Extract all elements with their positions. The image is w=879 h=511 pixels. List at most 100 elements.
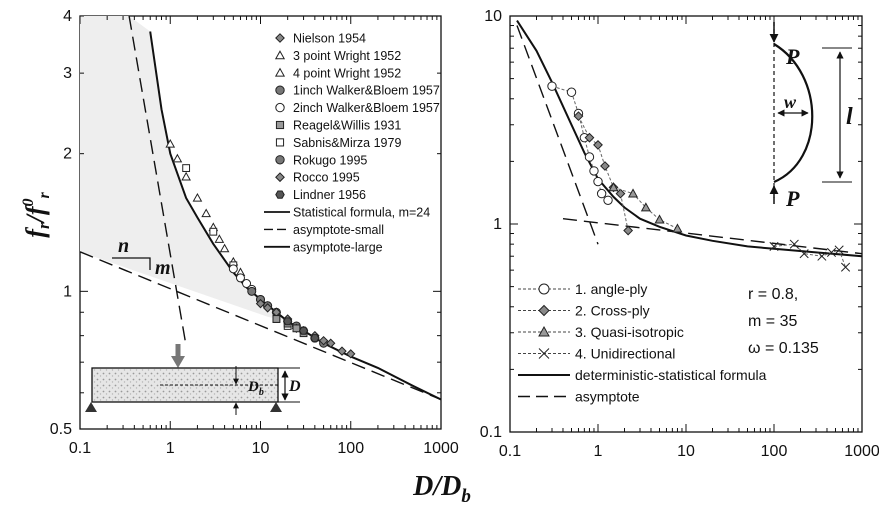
data-point-hexagon-filled	[310, 334, 320, 343]
asymptote-steep-line	[516, 25, 599, 245]
legend-label: asymptote-small	[293, 223, 384, 237]
data-point-triangle-open	[172, 153, 183, 163]
series-point-circle-open	[547, 81, 557, 91]
legend-label: 2. Cross-ply	[575, 303, 650, 319]
deterministic-statistical-formula-line	[516, 20, 863, 258]
left-x-tick-label: 10	[252, 440, 270, 457]
y-axis-label: fr/f0r	[20, 192, 53, 238]
data-point-square-filled	[292, 324, 301, 333]
param-omega: ω = 0.135	[748, 340, 819, 357]
series-point-circle-open	[589, 166, 599, 176]
series-point-diamond-filled	[600, 161, 610, 171]
series-point-triangle-filled	[654, 214, 665, 224]
right-y-tick-label: 10	[484, 8, 502, 25]
beam-label-D: D	[288, 378, 301, 395]
param-m: m = 35	[748, 313, 797, 330]
series-point-circle-open	[566, 87, 577, 97]
right-x-tick-label: 1000	[844, 443, 879, 460]
right-x-tick-label: 1	[594, 443, 603, 460]
left-x-tick-label: 1000	[423, 440, 459, 457]
beam-support-left	[85, 402, 97, 412]
legend-label: asymptote	[575, 389, 640, 405]
load-P-bottom: P	[785, 186, 800, 211]
right-data-points	[547, 81, 851, 272]
right-x-tick-label: 10	[677, 443, 695, 460]
right-axis-ticks: 0.1 1 10 100 1000 0.1 1 10	[480, 8, 879, 460]
data-point-triangle-open	[201, 208, 212, 218]
left-data-points	[165, 138, 356, 359]
slope-triangle: n m	[112, 235, 171, 279]
left-y-tick-label: 0.5	[50, 421, 72, 438]
legend-label: Sabnis&Mirza 1979	[293, 136, 401, 150]
series-point-triangle-filled	[627, 188, 639, 198]
x-axis-label: D/Db	[412, 471, 471, 507]
beam-inset: Db D	[85, 344, 301, 415]
series-point-x	[817, 251, 827, 261]
data-point-diamond-filled	[337, 346, 347, 356]
right-y-tick-label: 0.1	[480, 424, 502, 441]
load-P-top: P	[785, 44, 800, 69]
right-y-tick-label: 1	[493, 216, 502, 233]
legend-marker-circle-filled	[275, 85, 285, 95]
series-point-x	[799, 249, 809, 259]
left-x-tick-label: 100	[337, 440, 364, 457]
legend-marker-diamond-filled	[538, 304, 550, 317]
series-point-x	[826, 247, 837, 257]
legend-marker-triangle-open	[274, 50, 286, 60]
right-x-tick-label: 100	[761, 443, 788, 460]
legend-label: 4 point Wright 1952	[293, 66, 401, 80]
beam-support-right	[270, 402, 282, 412]
legend-label: 3. Quasi-isotropic	[575, 324, 684, 340]
legend-label: Statistical formula, m=24	[293, 206, 430, 220]
series-point-diamond-filled	[584, 132, 595, 143]
legend-marker-circle-open	[538, 283, 550, 295]
right-legend: 1. angle-ply 2. Cross-ply 3. Quasi-isotrop…	[518, 281, 767, 405]
data-point-square-open	[209, 227, 218, 236]
legend-marker-triangle-filled	[538, 325, 550, 337]
legend-marker-diamond-filled	[275, 172, 285, 183]
legend-marker-circle-filled	[275, 155, 285, 165]
right-x-tick-label: 0.1	[499, 443, 521, 460]
left-y-tick-label: 4	[63, 8, 72, 25]
legend-label: 4. Unidirectional	[575, 346, 675, 362]
data-point-triangle-open	[214, 234, 225, 243]
left-x-tick-label: 0.1	[69, 440, 91, 457]
series-point-triangle-filled	[672, 223, 683, 233]
data-point-diamond-filled	[262, 303, 273, 313]
legend-marker-circle-open	[275, 102, 285, 113]
asymptote-small-line	[128, 15, 187, 346]
left-y-tick-label: 3	[63, 65, 72, 82]
series-point-diamond-filled	[573, 111, 584, 122]
data-point-circle-open	[235, 273, 245, 283]
legend-label: 1. angle-ply	[575, 281, 647, 297]
data-point-circle-filled	[247, 286, 257, 296]
series-point-diamond-filled	[593, 140, 603, 150]
data-point-diamond-filled	[318, 335, 329, 346]
legend-marker-hexagon-filled	[275, 190, 285, 199]
data-point-circle-open	[228, 264, 238, 274]
left-legend: Nielson 1954 3 point Wright 1952 4 point W…	[264, 32, 440, 254]
legend-marker-diamond-filled	[275, 33, 285, 43]
data-point-square-open	[182, 164, 191, 172]
asymptote-large-line	[79, 251, 442, 401]
legend-label: Nielson 1954	[293, 32, 366, 46]
beam-label-Db: Db	[247, 379, 264, 398]
legend-label: 1inch Walker&Bloem 1957	[293, 84, 440, 98]
asymptote-flat-line	[562, 218, 863, 255]
param-r: r = 0.8,	[748, 286, 798, 303]
legend-marker-x	[538, 348, 550, 359]
legend-marker-triangle-open	[274, 67, 286, 77]
data-point-triangle-open	[181, 171, 191, 181]
slope-m-label: m	[155, 257, 171, 279]
legend-label: 2inch Walker&Bloem 1957	[293, 101, 440, 115]
legend-marker-square-filled	[275, 120, 285, 130]
series-point-diamond-filled	[623, 225, 634, 236]
legend-label: Rokugo 1995	[293, 153, 367, 167]
data-point-hexagon-filled	[283, 317, 293, 326]
shaded-area	[80, 16, 288, 322]
data-point-square-filled	[272, 315, 281, 323]
data-point-diamond-filled	[346, 349, 356, 359]
legend-label: Rocco 1995	[293, 171, 360, 185]
data-point-diamond-filled	[326, 338, 336, 348]
